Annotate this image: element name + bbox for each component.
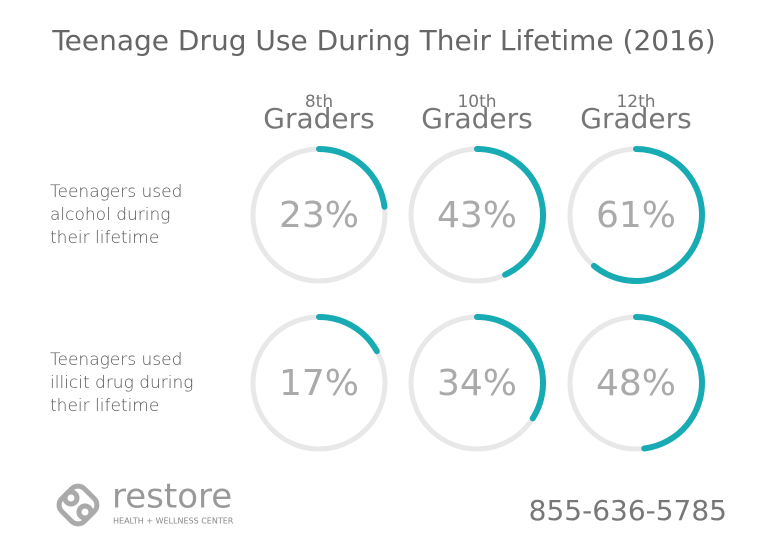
ring-arc <box>590 146 705 284</box>
column-label: Graders <box>421 102 532 135</box>
ring-arc <box>633 314 705 452</box>
value-label: 34% <box>437 363 517 404</box>
column-label: Graders <box>263 102 374 135</box>
column-label: Graders <box>580 102 691 135</box>
value-label: 17% <box>279 363 359 404</box>
ring-arc <box>474 314 546 422</box>
ring-arc <box>316 146 388 210</box>
column-grade: 12th <box>616 92 655 112</box>
value-label: 43% <box>437 195 517 236</box>
ring-arc <box>474 146 546 278</box>
value-label: 48% <box>596 363 676 404</box>
ring-arc <box>316 314 380 355</box>
brand: restore <box>112 477 232 517</box>
row-label: Teenagers used illicit drug during their… <box>50 350 194 416</box>
tagline: HEALTH + WELLNESS CENTER <box>113 517 234 526</box>
logo-icon <box>56 483 100 527</box>
value-label: 61% <box>596 195 676 236</box>
row-label: Teenagers used alcohol during their life… <box>50 182 183 248</box>
column-grade: 8th <box>305 92 333 112</box>
value-label: 23% <box>279 195 359 236</box>
chart-title: Teenage Drug Use During Their Lifetime (… <box>51 24 715 57</box>
column-grade: 10th <box>457 92 496 112</box>
phone: 855-636-5785 <box>529 494 727 527</box>
